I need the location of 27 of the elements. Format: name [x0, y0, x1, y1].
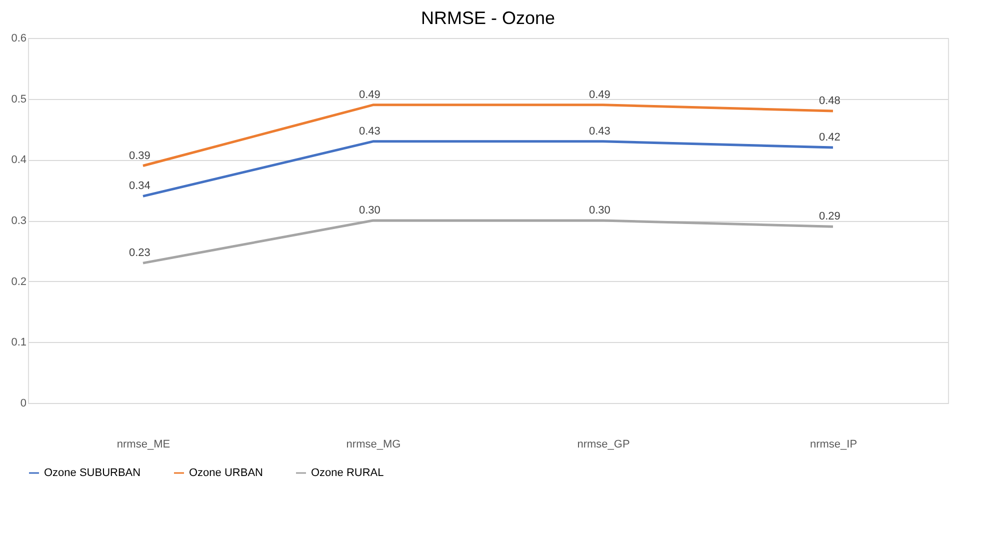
y-tick-label: 0.5 — [11, 93, 26, 106]
legend-label: Ozone RURAL — [311, 467, 384, 479]
y-tick-label: 0 — [20, 398, 26, 410]
x-tick-label: nrmse_MG — [346, 438, 401, 450]
data-label: 0.29 — [819, 210, 840, 223]
y-tick-label: 0.2 — [11, 276, 26, 288]
y-tick-label: 0.6 — [11, 32, 26, 44]
y-tick-label: 0.3 — [11, 215, 26, 227]
legend-label: Ozone URBAN — [189, 467, 264, 479]
data-label: 0.49 — [589, 88, 610, 101]
x-tick-label: nrmse_IP — [810, 438, 858, 450]
x-tick-label: nrmse_ME — [116, 438, 170, 450]
data-label: 0.30 — [359, 204, 380, 216]
data-label: 0.23 — [129, 247, 150, 260]
y-tick-label: 0.1 — [11, 336, 26, 349]
data-label: 0.42 — [819, 132, 840, 144]
data-label: 0.30 — [589, 204, 610, 216]
data-label: 0.48 — [819, 95, 840, 107]
y-tick-label: 0.4 — [11, 154, 26, 166]
chart-title: NRMSE - Ozone — [420, 8, 556, 28]
x-tick-label: nrmse_GP — [577, 438, 630, 450]
legend-label: Ozone SUBURBAN — [44, 467, 141, 479]
data-label: 0.49 — [359, 88, 380, 101]
data-label: 0.43 — [589, 125, 610, 138]
data-label: 0.34 — [129, 180, 150, 192]
data-label: 0.39 — [129, 150, 150, 162]
data-label: 0.43 — [359, 125, 380, 138]
